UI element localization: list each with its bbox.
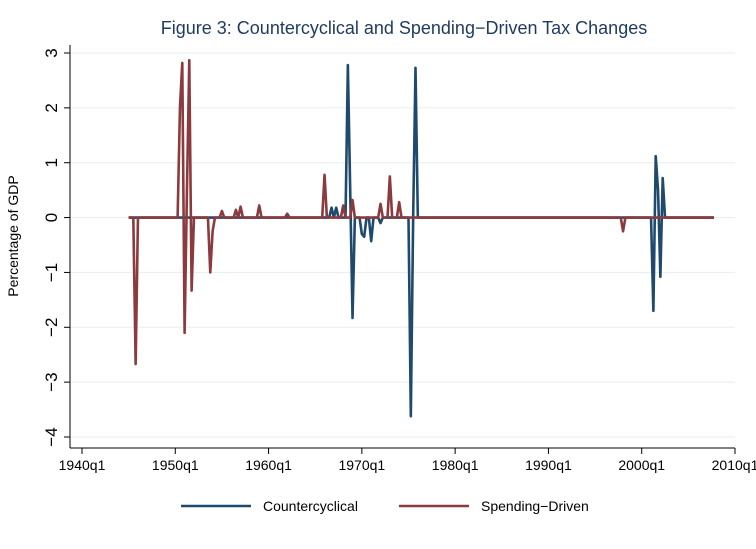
legend-label-countercyclical: Countercyclical: [263, 498, 358, 514]
gridlines: [70, 52, 735, 438]
series-line-spending-driven: [128, 58, 715, 366]
series-lines: [128, 58, 715, 418]
x-tick-label: 2000q1: [618, 457, 665, 473]
x-tick-label: 1950q1: [152, 457, 199, 473]
y-tick-label: 0: [42, 213, 61, 222]
x-tick-label: 1970q1: [338, 457, 385, 473]
chart-title: Figure 3: Countercyclical and Spending−D…: [161, 18, 647, 38]
axes: −4 −3 −2 −1 0 1 2 3 1940q1 1950q1 1960q1 1970q1 1980…: [42, 45, 756, 473]
y-tick-label: −4: [42, 427, 61, 446]
legend-label-spending-driven: Spending−Driven: [481, 498, 589, 514]
y-tick-label: 1: [42, 158, 61, 167]
x-tick-label: 1980q1: [432, 457, 479, 473]
x-tick-label: 1960q1: [245, 457, 292, 473]
y-tick-label: −2: [42, 318, 61, 337]
x-tick-label: 2010q1: [712, 457, 756, 473]
x-tick-label: 1990q1: [525, 457, 572, 473]
y-tick-label: −1: [42, 263, 61, 282]
legend: Countercyclical Spending−Driven: [181, 498, 589, 514]
y-axis-label: Percentage of GDP: [5, 175, 21, 296]
y-tick-label: 2: [42, 103, 61, 112]
x-tick-label: 1940q1: [59, 457, 106, 473]
y-tick-label: −3: [42, 372, 61, 391]
y-tick-label: 3: [42, 48, 61, 57]
